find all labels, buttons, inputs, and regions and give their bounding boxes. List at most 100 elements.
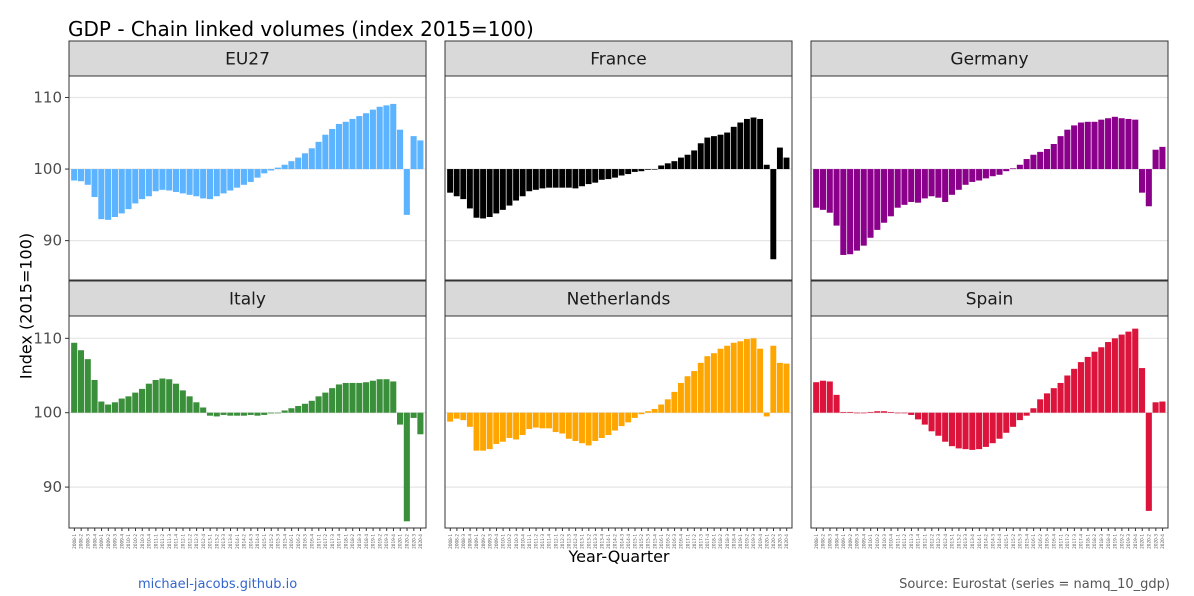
x-tick-label-2019-2: 2019-2 [1119,534,1124,549]
bar-france-2016-2 [664,163,671,170]
bar-germany-2016-1 [1030,154,1037,170]
bar-italy-2017-4 [335,384,342,413]
x-tick-label-2008-3: 2008-3 [827,534,832,549]
x-tick-label-2018-2: 2018-2 [1092,534,1097,549]
bar-france-2015-3 [645,169,651,170]
bar-spain-2018-2 [1091,351,1098,413]
x-tick-label-2011-1: 2011-1 [527,534,532,549]
bar-germany-2014-4 [996,169,1003,175]
bar-spain-2011-2 [901,412,908,414]
bar-germany-2017-1 [1057,136,1064,170]
bar-spain-2019-3 [1125,331,1132,413]
x-tick-label-2013-2: 2013-2 [586,534,591,549]
bar-germany-2012-3 [935,169,942,198]
x-tick-label-2013-1: 2013-1 [950,534,955,549]
x-tick-label-2019-1: 2019-1 [1113,534,1118,549]
bar-italy-2008-4 [91,379,98,413]
x-tick-label-2019-3: 2019-3 [384,534,389,549]
bar-eu27-2015-3 [274,167,281,170]
y-tick-label-110: 110 [33,329,62,347]
x-tick-label-2017-3: 2017-3 [698,534,703,549]
strip-label-netherlands: Netherlands [567,290,671,310]
x-tick-label-2013-4: 2013-4 [970,534,975,549]
bar-spain-2020-2 [1145,412,1152,511]
bar-netherlands-2008-4 [466,412,473,427]
x-tick-label-2018-3: 2018-3 [357,534,362,549]
bar-netherlands-2020-1 [763,412,770,417]
x-tick-label-2015-1: 2015-1 [1004,534,1009,549]
bar-italy-2015-1 [261,412,268,415]
credit-link[interactable]: michael-jacobs.github.io [138,577,298,592]
bar-eu27-2008-1 [71,169,78,181]
bar-germany-2010-4 [887,169,894,217]
bar-italy-2015-2 [268,412,275,414]
x-tick-label-2018-3: 2018-3 [1099,534,1104,549]
bar-france-2008-1 [447,169,454,193]
x-tick-label-2011-4: 2011-4 [174,534,179,549]
bar-france-2019-1 [737,122,744,170]
bar-eu27-2008-2 [77,169,85,182]
bar-france-2008-2 [453,169,460,197]
x-tick-label-2015-3: 2015-3 [646,534,651,549]
bar-germany-2015-4 [1023,159,1030,170]
source-note: Source: Eurostat (series = namq_10_gdp) [899,577,1170,592]
x-tick-label-2019-4: 2019-4 [391,534,396,549]
panel-border-germany [810,75,1169,281]
bar-eu27-2016-3 [301,153,309,170]
bar-italy-2014-2 [240,412,247,416]
bar-eu27-2018-4 [363,113,370,170]
x-axis-label: Year-Quarter [568,547,670,566]
bar-spain-2015-3 [1016,412,1023,421]
x-tick-label-2018-4: 2018-4 [731,534,736,549]
x-tick-label-2020-2: 2020-2 [771,534,776,549]
bar-germany-2013-3 [962,169,969,185]
bar-netherlands-2012-1 [552,412,559,433]
bar-spain-2012-1 [921,412,928,425]
bar-spain-2015-2 [1010,412,1017,427]
x-tick-label-2015-1: 2015-1 [632,534,637,549]
x-tick-label-2008-4: 2008-4 [92,534,97,549]
x-tick-label-2020-3: 2020-3 [1153,534,1158,549]
x-tick-label-2009-3: 2009-3 [113,534,118,549]
x-tick-label-2011-3: 2011-3 [909,534,914,549]
bar-italy-2008-1 [71,342,78,413]
bar-france-2019-3 [750,117,757,170]
bar-netherlands-2018-2 [717,348,724,413]
bar-italy-2012-4 [200,407,207,413]
x-tick-label-2012-3: 2012-3 [567,534,572,549]
bar-spain-2014-3 [989,412,996,444]
bar-france-2011-1 [526,169,533,192]
bar-germany-2011-2 [901,169,908,205]
x-tick-label-2015-4: 2015-4 [652,534,657,549]
bar-france-2015-4 [651,169,658,170]
bar-italy-2013-1 [206,412,214,416]
x-tick-label-2016-3: 2016-3 [1045,534,1050,549]
x-tick-label-2012-1: 2012-1 [923,534,928,549]
bar-france-2017-4 [704,137,711,170]
x-tick-label-2008-2: 2008-2 [79,534,84,549]
x-tick-label-2018-2: 2018-2 [350,534,355,549]
bar-france-2012-3 [565,169,572,188]
bar-france-2008-3 [460,169,467,200]
x-tick-label-2016-1: 2016-1 [289,534,294,549]
x-tick-label-2020-4: 2020-4 [1160,534,1165,549]
x-tick-label-2019-2: 2019-2 [745,534,750,549]
x-tick-label-2009-2: 2009-2 [481,534,486,549]
x-tick-label-2010-2: 2010-2 [875,534,880,549]
x-tick-label-2011-3: 2011-3 [540,534,545,549]
bar-spain-2009-2 [847,411,854,413]
bar-italy-2010-2 [132,392,139,413]
bar-germany-2016-3 [1043,149,1051,170]
bar-germany-2018-2 [1091,121,1098,170]
x-tick-label-2019-1: 2019-1 [371,534,376,549]
bar-italy-2009-2 [105,404,112,413]
x-tick-label-2011-4: 2011-4 [547,534,552,549]
bar-eu27-2013-3 [220,169,227,194]
bar-germany-2019-3 [1125,118,1132,170]
x-tick-label-2019-4: 2019-4 [758,534,763,549]
bar-spain-2017-3 [1071,368,1078,413]
x-tick-label-2020-4: 2020-4 [784,534,789,549]
bar-france-2013-1 [579,169,585,187]
y-tick-label-90: 90 [43,478,62,496]
bar-netherlands-2017-4 [704,356,711,413]
